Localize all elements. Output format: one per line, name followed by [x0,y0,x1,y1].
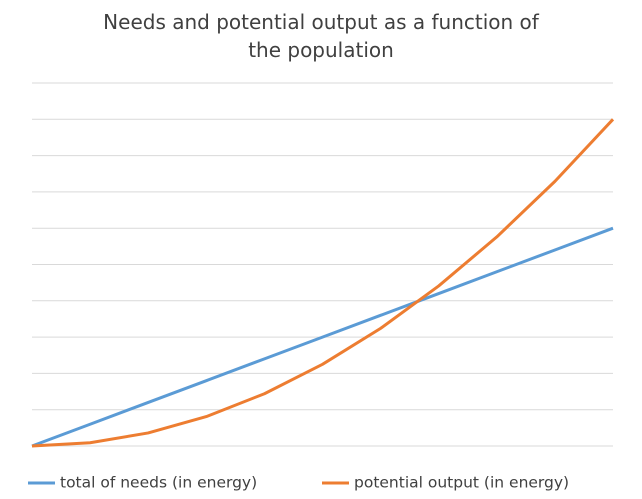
chart-title: Needs and potential output as a function… [103,10,539,62]
series-line [31,118,615,448]
legend-label: total of needs (in energy) [60,474,257,492]
legend-label: potential output (in energy) [354,474,569,492]
series-line [31,226,614,448]
